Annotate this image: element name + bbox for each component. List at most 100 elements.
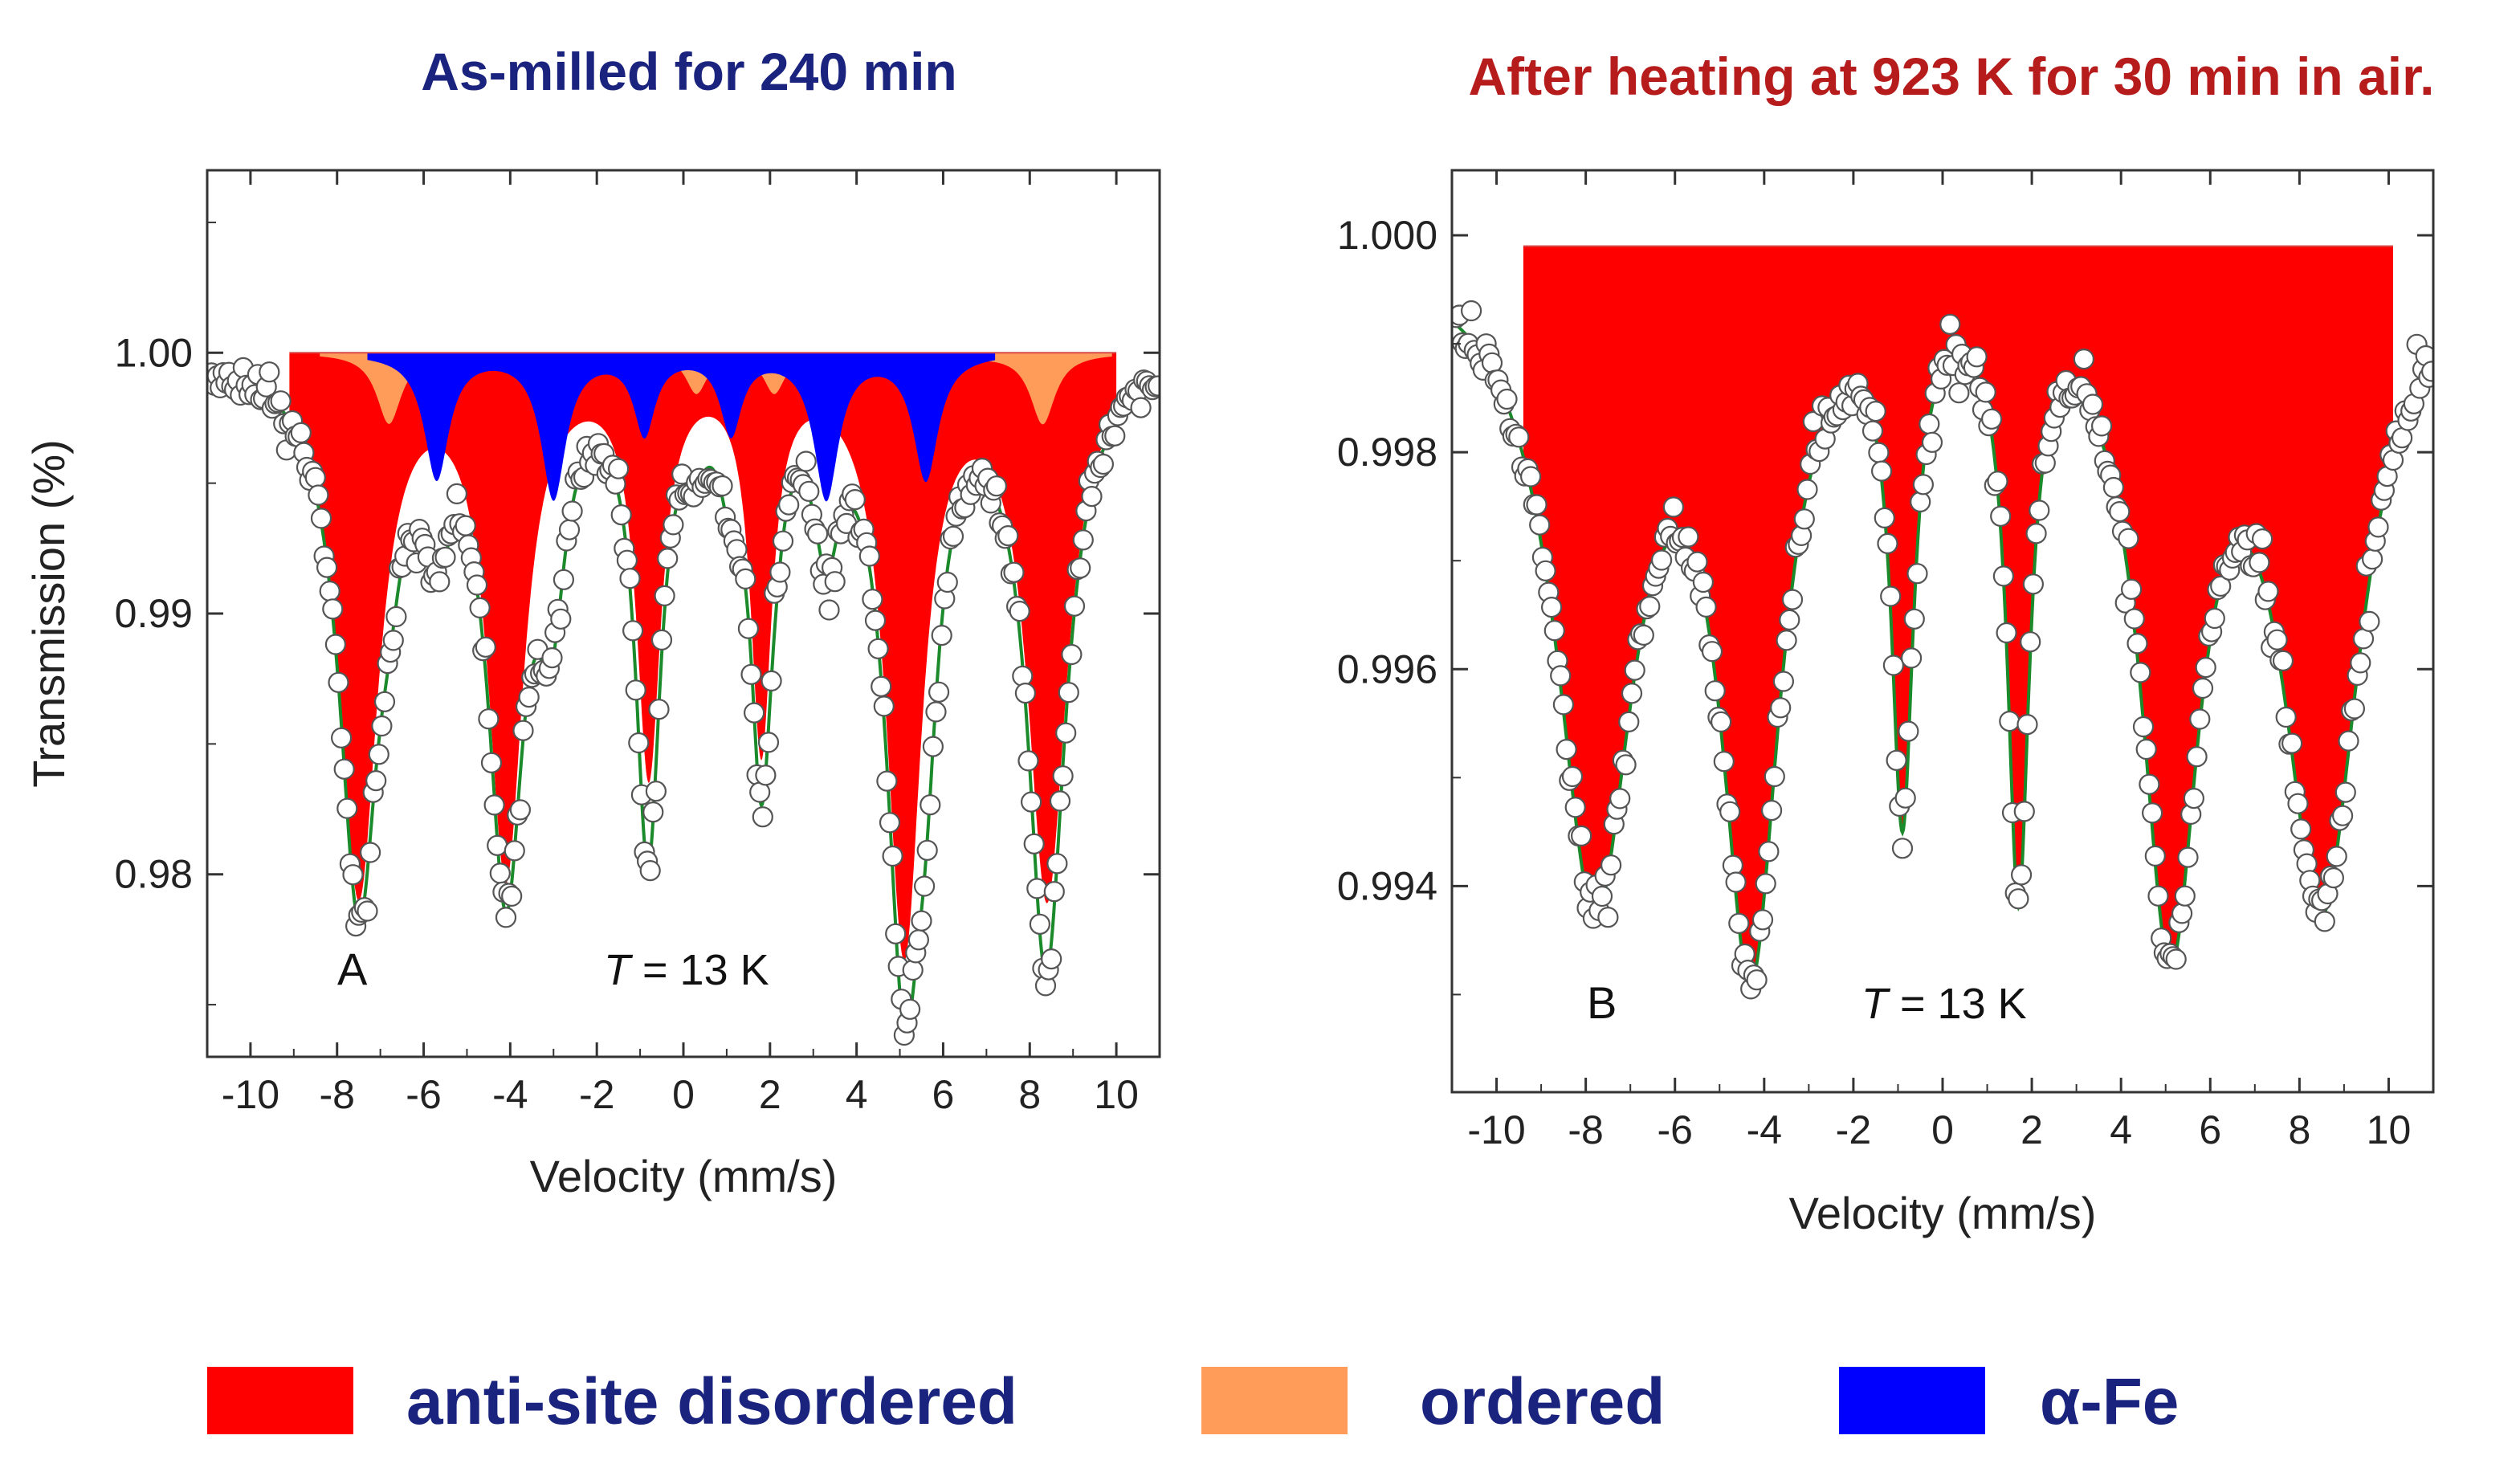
data-point (2281, 732, 2303, 754)
data-point (2139, 773, 2160, 795)
data-point (844, 488, 866, 511)
x-tick-label: 10 (1094, 1072, 1139, 1117)
data-point (2421, 361, 2433, 382)
data-point (2123, 608, 2145, 630)
data-point (2165, 948, 2187, 970)
data-point (650, 629, 673, 651)
data-point (871, 675, 892, 697)
data-point (2343, 698, 2365, 720)
data-point (885, 923, 907, 944)
data-point (1761, 799, 1783, 822)
x-tick-label: -6 (406, 1072, 441, 1117)
data-point (2109, 500, 2131, 523)
data-point (760, 670, 782, 692)
data-point (858, 545, 880, 567)
data-point (2183, 787, 2204, 809)
data-point (2171, 903, 2193, 924)
y-tick-label: 1.000 (1337, 213, 1437, 258)
data-point (1460, 300, 1482, 322)
data-point (2367, 516, 2389, 538)
data-point (342, 864, 364, 886)
data-point (1912, 474, 1934, 495)
data-point (360, 842, 381, 863)
data-point (1508, 426, 1530, 448)
data-point (1552, 694, 1575, 716)
data-point (553, 569, 575, 590)
data-point (2174, 885, 2196, 907)
data-point (2011, 864, 2033, 886)
data-point (916, 839, 938, 861)
data-point (1020, 791, 1042, 813)
data-point (1725, 871, 1747, 893)
data-point (922, 736, 944, 757)
data-point (752, 806, 773, 828)
data-point (1519, 466, 1542, 487)
data-point (1692, 571, 1714, 593)
data-point (382, 630, 404, 651)
data-point (1910, 491, 1931, 513)
data-point (489, 862, 511, 884)
data-point (495, 907, 517, 928)
data-point (985, 475, 1008, 497)
data-point (2016, 713, 2038, 736)
data-point (2144, 845, 2166, 867)
data-point (798, 480, 820, 502)
data-point (1148, 375, 1160, 397)
data-point (1975, 381, 1996, 403)
legend-swatch-ordered (1201, 1367, 1348, 1434)
component-area-alpha-fe (367, 353, 996, 502)
data-point (2352, 628, 2375, 650)
data-point (331, 727, 353, 748)
data-point (1966, 346, 1988, 368)
data-point (1880, 585, 1902, 607)
x-tick-label: 8 (2288, 1107, 2310, 1152)
legend-label-anti-site-disordered: anti-site disordered (406, 1365, 1017, 1438)
data-point (1906, 563, 1928, 585)
data-point (2013, 801, 2035, 822)
x-tick-label: 10 (2367, 1107, 2412, 1152)
panel-a-temperature-symbol: T (604, 946, 634, 994)
data-point (942, 525, 964, 547)
data-point (1496, 388, 1518, 410)
data-point (911, 910, 932, 932)
data-point (1609, 788, 1631, 809)
data-point (1755, 873, 1776, 895)
data-point (1621, 683, 1643, 704)
data-point (1874, 507, 1895, 529)
legend-label-alpha-fe: α-Fe (2040, 1365, 2179, 1438)
data-point (2249, 552, 2270, 573)
data-point (487, 834, 508, 856)
data-point (1764, 765, 1785, 788)
x-tick-label: -10 (222, 1072, 279, 1117)
data-point (818, 599, 840, 621)
data-point (2334, 781, 2356, 803)
data-point (2073, 349, 2094, 370)
data-point (1776, 630, 1797, 651)
data-point (1701, 641, 1723, 663)
data-point (1901, 647, 1923, 669)
data-point (373, 691, 396, 712)
data-point (1130, 397, 1152, 418)
data-point (712, 475, 733, 497)
data-point (2118, 528, 2139, 549)
data-point (1871, 460, 1893, 482)
data-point (1072, 529, 1094, 551)
data-point (1049, 790, 1071, 812)
data-point (2132, 716, 2155, 738)
panel-b-temperature: T = 13 K (1861, 980, 2027, 1028)
data-point (2204, 607, 2225, 630)
y-tick-label: 0.998 (1337, 430, 1437, 475)
data-point (1992, 565, 2014, 587)
data-point (920, 794, 941, 816)
data-point (480, 752, 503, 773)
data-point (1948, 382, 1970, 404)
data-point (2025, 523, 2047, 544)
panel-a-title: As-milled for 240 min (421, 42, 957, 101)
data-point (2121, 578, 2143, 600)
data-point (1543, 620, 1565, 642)
data-point (607, 458, 630, 479)
data-point (1633, 624, 1654, 646)
data-point (501, 885, 523, 907)
x-tick-label: -8 (319, 1072, 354, 1117)
data-point (1882, 654, 1904, 676)
